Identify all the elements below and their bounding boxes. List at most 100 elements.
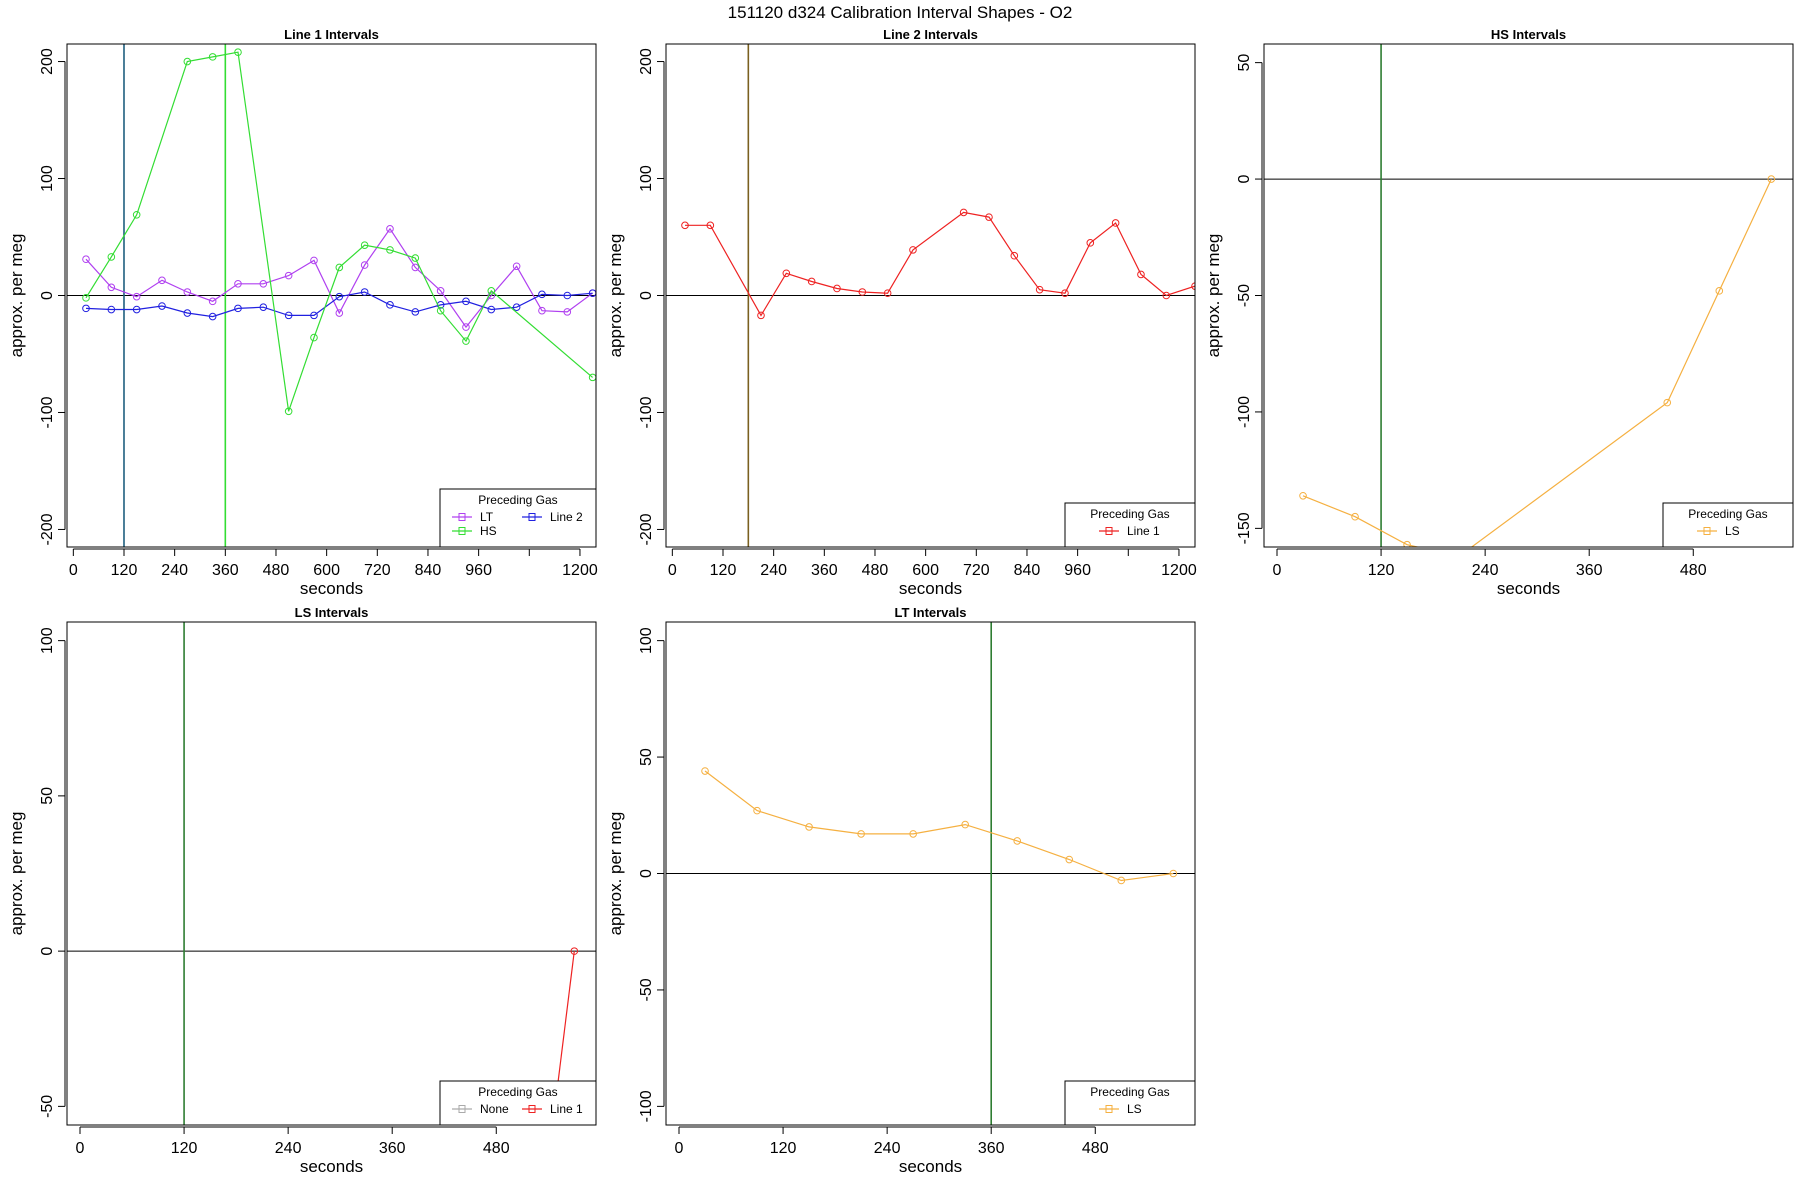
- x-tick-label: 600: [313, 562, 340, 579]
- data-point: [753, 806, 761, 815]
- x-axis-label: seconds: [899, 579, 962, 598]
- chart-panel-1: Line 1 Intervals 0 120 240 360 480 600 720 840 96…: [7, 27, 598, 598]
- data-point: [1715, 287, 1724, 295]
- data-point: [1117, 876, 1126, 885]
- y-tick-label: 200: [638, 48, 655, 75]
- data-point: [1013, 837, 1022, 845]
- data-point: [1456, 553, 1463, 560]
- data-point: [183, 309, 192, 317]
- legend-entry-label: LT: [480, 510, 494, 524]
- legend-marker: [1105, 527, 1113, 535]
- y-tick-label: 100: [638, 627, 655, 654]
- x-axis-label: seconds: [300, 579, 363, 598]
- series-line-ls: [1302, 178, 1772, 547]
- y-tick-label: -100: [638, 1090, 655, 1122]
- data-point: [588, 373, 596, 382]
- data-point: [805, 823, 813, 831]
- data-point: [107, 305, 116, 314]
- legend-entry-label: Line 1: [1127, 524, 1160, 538]
- data-point: [259, 303, 268, 311]
- plot-frame: [665, 621, 1196, 1126]
- legend-marker: [528, 513, 536, 521]
- y-axis: -50 0 50 100 approx. per meg: [7, 627, 66, 1118]
- x-tick-label: 0: [675, 1140, 684, 1157]
- data-point: [411, 254, 420, 262]
- data-point: [411, 263, 420, 272]
- data-point: [335, 263, 344, 272]
- data-point: [82, 255, 90, 264]
- x-axis: 0 120 240 360 480 seconds: [1273, 548, 1707, 598]
- data-point: [386, 246, 394, 254]
- y-tick-label: -150: [1236, 512, 1253, 544]
- data-point: [310, 311, 318, 320]
- x-tick-label: 0: [1273, 562, 1282, 579]
- y-axis-label: approx. per meg: [606, 812, 625, 936]
- data-point: [462, 297, 470, 306]
- x-tick-label: 960: [1064, 562, 1091, 579]
- x-tick-label: 0: [76, 1140, 85, 1157]
- y-tick-label: 0: [638, 869, 655, 878]
- plot-frame: [1263, 43, 1794, 548]
- x-tick-label: 240: [1472, 562, 1499, 579]
- legend-title: Preceding Gas: [478, 1085, 557, 1099]
- plot-area: [666, 44, 1195, 547]
- legend-entry-label: HS: [480, 524, 497, 538]
- x-axis-label: seconds: [1497, 579, 1560, 598]
- data-point: [1035, 285, 1044, 294]
- data-point: [538, 306, 546, 315]
- x-tick-label: 600: [912, 562, 939, 579]
- x-axis: 0 120 240 360 480 seconds: [76, 1126, 510, 1176]
- y-tick-label: 200: [39, 48, 56, 75]
- y-axis: -200 -100 0 100 200 approx. per meg: [606, 48, 665, 545]
- data-point: [1061, 289, 1069, 297]
- plot-frame: [66, 621, 597, 1126]
- x-axis: 0 120 240 360 480 seconds: [675, 1126, 1109, 1176]
- data-point: [386, 301, 394, 309]
- panel-title: Line 2 Intervals: [883, 27, 978, 42]
- legend-marker: [458, 527, 466, 535]
- legend-box: [439, 1080, 597, 1126]
- legend-box: [1662, 502, 1794, 548]
- x-tick-label: 480: [1082, 1140, 1109, 1157]
- data-point: [858, 288, 867, 296]
- legend-entry-label: LS: [1127, 1102, 1142, 1116]
- x-tick-label: 480: [1680, 562, 1707, 579]
- x-tick-label: 960: [465, 562, 492, 579]
- data-point: [107, 283, 116, 292]
- data-point: [208, 312, 217, 321]
- y-tick-label: 100: [39, 165, 56, 192]
- legend-title: Preceding Gas: [1090, 1085, 1169, 1099]
- data-point: [757, 311, 765, 320]
- chart-panel-3: HS Intervals 0 120 240 360 480 seconds -150 -100…: [1204, 27, 1794, 598]
- x-tick-label: 120: [171, 1140, 198, 1157]
- data-point: [360, 288, 369, 296]
- data-point: [1403, 540, 1411, 547]
- data-point: [310, 256, 318, 265]
- data-point: [436, 306, 445, 315]
- legend: Preceding Gas None Line 1: [439, 1080, 597, 1126]
- x-tick-label: 120: [1368, 562, 1395, 579]
- legend: Preceding Gas LT Line 2 HS: [439, 488, 597, 548]
- x-tick-label: 480: [862, 562, 889, 579]
- data-point: [284, 311, 293, 320]
- y-axis: -100 -50 0 50 100 approx. per meg: [606, 627, 665, 1122]
- data-point: [1169, 869, 1178, 878]
- legend-title: Preceding Gas: [1090, 507, 1169, 521]
- data-point: [959, 208, 968, 217]
- x-tick-label: 1200: [562, 562, 598, 579]
- data-point: [132, 210, 141, 219]
- y-tick-label: 50: [638, 748, 655, 766]
- data-point: [1086, 239, 1095, 247]
- chart-panel-4: LS Intervals 0 120 240 360 480 seconds -50 0 50 10…: [7, 605, 597, 1176]
- series-line-line-1: [685, 211, 1195, 317]
- x-tick-label: 240: [760, 562, 787, 579]
- plot-frame: [665, 43, 1196, 548]
- x-tick-label: 720: [963, 562, 990, 579]
- data-point: [563, 291, 572, 300]
- data-point: [538, 290, 546, 299]
- data-point: [259, 280, 268, 288]
- data-point: [563, 308, 572, 316]
- y-tick-label: 50: [1236, 54, 1253, 72]
- x-tick-label: 0: [69, 562, 78, 579]
- data-point: [284, 271, 293, 280]
